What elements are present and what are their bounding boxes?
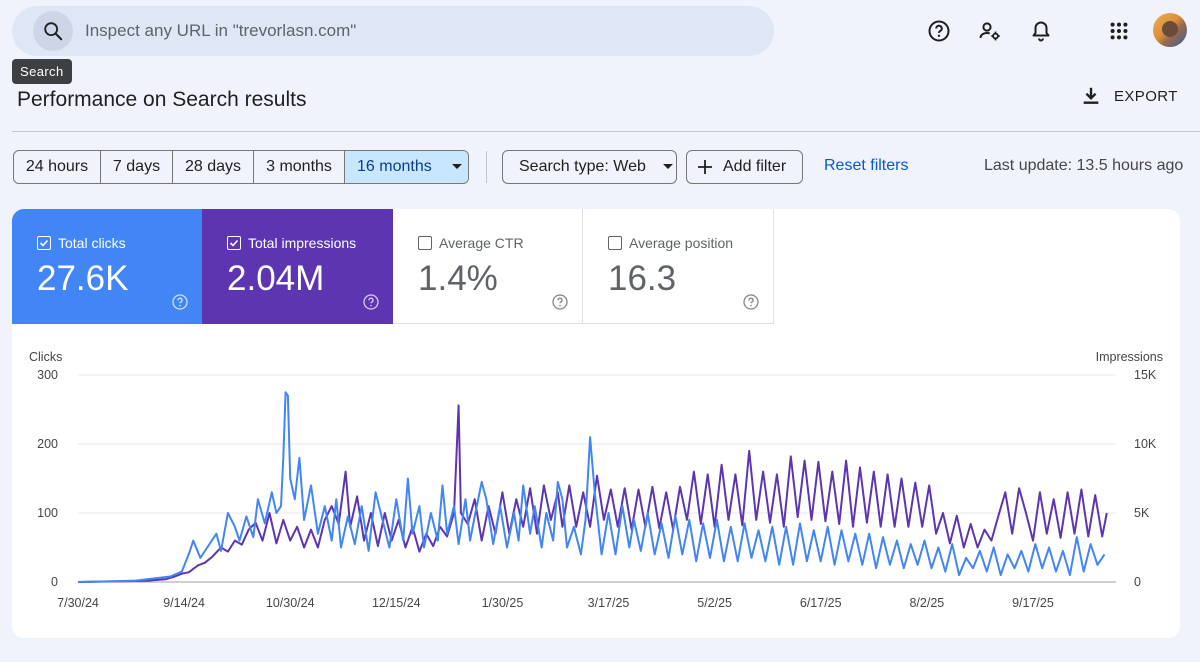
filter-separator bbox=[486, 151, 487, 183]
checkbox-unchecked-icon[interactable] bbox=[608, 236, 622, 250]
search-type-dropdown[interactable]: Search type: Web bbox=[502, 150, 677, 184]
last-update-text: Last update: 13.5 hours ago bbox=[984, 157, 1184, 174]
range-24-hours[interactable]: 24 hours bbox=[14, 151, 101, 183]
range-16-months[interactable]: 16 months bbox=[345, 151, 468, 183]
right-tick-label: 5K bbox=[1134, 506, 1150, 520]
x-tick-label: 9/14/24 bbox=[163, 596, 205, 610]
metric-label: Total impressions bbox=[248, 235, 357, 251]
avatar[interactable] bbox=[1153, 13, 1187, 47]
search-type-label: Search type: Web bbox=[519, 158, 646, 175]
metric-total-impressions[interactable]: Total impressions 2.04M bbox=[202, 209, 393, 324]
left-tick-label: 100 bbox=[37, 506, 58, 520]
help-icon[interactable] bbox=[363, 294, 379, 310]
metric-label: Total clicks bbox=[58, 235, 126, 251]
series-line-clicks bbox=[77, 391, 1106, 583]
metric-average-position[interactable]: Average position 16.3 bbox=[583, 209, 774, 324]
help-icon[interactable] bbox=[920, 12, 958, 50]
metric-value: 27.6K bbox=[37, 259, 129, 298]
metric-average-ctr[interactable]: Average CTR 1.4% bbox=[393, 209, 583, 324]
x-tick-label: 3/17/25 bbox=[588, 596, 630, 610]
manage-users-icon[interactable] bbox=[971, 12, 1009, 50]
range-7-days[interactable]: 7 days bbox=[101, 151, 173, 183]
metric-label: Average CTR bbox=[439, 235, 524, 251]
metric-label: Average position bbox=[629, 235, 734, 251]
left-tick-label: 300 bbox=[37, 368, 58, 382]
search-tooltip: Search bbox=[12, 59, 72, 84]
search-icon[interactable] bbox=[33, 11, 73, 51]
date-range-selector: 24 hours 7 days 28 days 3 months 16 mont… bbox=[13, 150, 469, 184]
x-tick-label: 6/17/25 bbox=[800, 596, 842, 610]
performance-chart[interactable]: Clicks Impressions 0 100 200 300 0 5K 10K 15K 7/30… bbox=[12, 209, 1180, 638]
metric-label-row: Average CTR bbox=[418, 235, 524, 251]
metric-value: 1.4% bbox=[418, 259, 498, 298]
metric-label-row: Total clicks bbox=[37, 235, 126, 251]
dropdown-arrow-icon bbox=[662, 164, 673, 169]
add-filter-button[interactable]: Add filter bbox=[686, 150, 803, 184]
right-tick-label: 0 bbox=[1134, 575, 1141, 589]
search-input[interactable] bbox=[85, 21, 725, 41]
download-icon bbox=[1083, 87, 1099, 104]
help-icon[interactable] bbox=[743, 294, 759, 310]
x-tick-label: 12/15/24 bbox=[372, 596, 421, 610]
metric-value: 2.04M bbox=[227, 259, 325, 298]
search-bar[interactable] bbox=[12, 6, 774, 56]
dropdown-arrow-icon bbox=[451, 164, 462, 169]
right-tick-label: 10K bbox=[1134, 437, 1157, 451]
x-tick-label: 9/17/25 bbox=[1012, 596, 1054, 610]
plus-icon bbox=[698, 160, 712, 174]
left-tick-label: 0 bbox=[51, 575, 58, 589]
performance-card: Total clicks 27.6K Total impressions 2.0… bbox=[12, 209, 1180, 638]
add-filter-label: Add filter bbox=[723, 158, 787, 175]
apps-grid-icon[interactable] bbox=[1100, 12, 1138, 50]
right-tick-label: 15K bbox=[1134, 368, 1157, 382]
x-tick-label: 8/2/25 bbox=[909, 596, 944, 610]
left-axis-title: Clicks bbox=[29, 350, 62, 364]
export-button[interactable]: EXPORT bbox=[1080, 85, 1178, 107]
x-tick-label: 5/2/25 bbox=[697, 596, 732, 610]
page-title: Performance on Search results bbox=[17, 88, 307, 111]
metric-total-clicks[interactable]: Total clicks 27.6K bbox=[12, 209, 202, 324]
range-28-days[interactable]: 28 days bbox=[173, 151, 254, 183]
left-tick-label: 200 bbox=[37, 437, 58, 451]
x-tick-label: 10/30/24 bbox=[266, 596, 315, 610]
checkbox-checked-icon[interactable] bbox=[227, 236, 241, 250]
series-line-impressions bbox=[77, 404, 1108, 583]
divider bbox=[12, 131, 1200, 132]
notifications-icon[interactable] bbox=[1022, 12, 1060, 50]
checkbox-checked-icon[interactable] bbox=[37, 236, 51, 250]
help-icon[interactable] bbox=[172, 294, 188, 310]
metric-label-row: Total impressions bbox=[227, 235, 356, 251]
range-16-months-label: 16 months bbox=[357, 158, 432, 175]
x-tick-label: 7/30/24 bbox=[57, 596, 99, 610]
right-axis-title: Impressions bbox=[1096, 350, 1163, 364]
x-tick-label: 1/30/25 bbox=[482, 596, 524, 610]
export-label: EXPORT bbox=[1114, 87, 1178, 105]
metric-label-row: Average position bbox=[608, 235, 733, 251]
checkbox-unchecked-icon[interactable] bbox=[418, 236, 432, 250]
metric-value: 16.3 bbox=[608, 259, 677, 298]
help-icon[interactable] bbox=[552, 294, 568, 310]
range-3-months[interactable]: 3 months bbox=[254, 151, 345, 183]
reset-filters-link[interactable]: Reset filters bbox=[824, 157, 909, 174]
